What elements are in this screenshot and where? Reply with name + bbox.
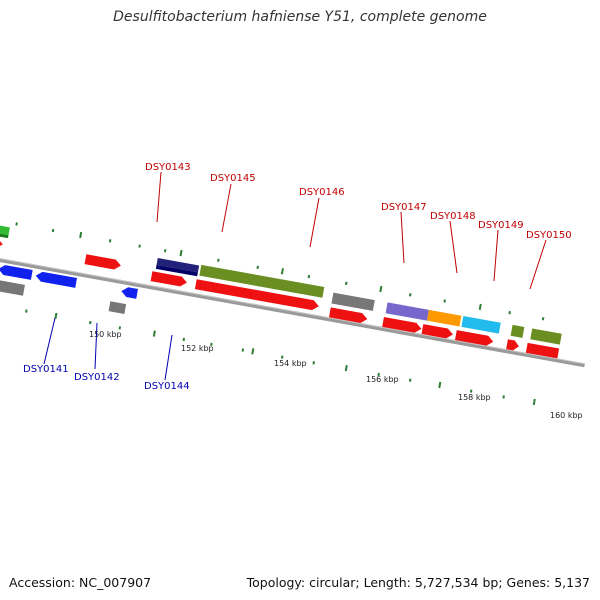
- gene-label: DSY0145: [210, 173, 256, 184]
- gene-forward: [150, 271, 187, 287]
- gene-label: DSY0143: [145, 162, 191, 173]
- gene-dsy0145-a: [156, 258, 200, 273]
- genome-backbone: [0, 248, 585, 368]
- gene-forward: [329, 307, 368, 323]
- gene-forward: [421, 324, 453, 339]
- forward-strand-row-2: [0, 217, 560, 359]
- gene-label: DSY0147: [381, 202, 427, 213]
- gene-dsy0148: [385, 302, 429, 321]
- gene-forward: [454, 330, 494, 346]
- gene-label: DSY0142: [74, 372, 120, 383]
- map-track: [0, 217, 585, 406]
- gene-label: DSY0144: [144, 381, 190, 392]
- gene-forward: [84, 254, 121, 270]
- gene-dsy0141: [0, 265, 33, 280]
- gene-label: DSY0150: [526, 230, 572, 241]
- gene-forward: [382, 316, 422, 333]
- gene-forward: [510, 324, 525, 338]
- scale-label: 160 kbp: [550, 411, 583, 420]
- gene-dsy0145-b: [155, 264, 198, 277]
- gene-forward: [530, 328, 562, 345]
- bottom-leader-lines: [43, 317, 173, 381]
- reverse-strand: [0, 265, 139, 314]
- gene-dsy0149: [426, 309, 462, 327]
- gene-reverse-gray: [0, 278, 25, 296]
- gene-dsy0142: [35, 271, 77, 288]
- gene-forward: [194, 279, 319, 311]
- gene-reverse-gray: [108, 301, 127, 314]
- gene-dsy0147: [331, 292, 375, 311]
- gene-forward-green: [0, 217, 10, 236]
- genome-backbone-highlight: [0, 248, 585, 365]
- gene-label: DSY0149: [478, 220, 524, 231]
- scale-label: 154 kbp: [274, 359, 307, 368]
- scale-label: 152 kbp: [181, 344, 214, 353]
- topology-text: Topology: circular; Length: 5,727,534 bp…: [246, 575, 590, 590]
- map-title: Desulfitobacterium hafniense Y51, comple…: [113, 9, 487, 25]
- lower-tick-row: [25, 309, 536, 406]
- gene-label: DSY0148: [430, 211, 476, 222]
- gene-label: DSY0146: [299, 187, 345, 198]
- gene-forward: [525, 342, 560, 359]
- scale-label: 150 kbp: [89, 330, 122, 339]
- upper-tick-row: [15, 222, 545, 321]
- scale-label: 156 kbp: [366, 375, 399, 384]
- forward-strand-row-1: [0, 230, 562, 345]
- gene-dsy0144: [121, 287, 139, 299]
- gene-label: DSY0141: [23, 364, 69, 375]
- gene-dsy0150: [461, 316, 501, 334]
- top-leader-lines: [156, 171, 547, 290]
- gene-dsy0146: [199, 264, 325, 298]
- gene-forward: [506, 339, 519, 351]
- scale-label: 158 kbp: [458, 393, 491, 402]
- accession-text: Accession: NC_007907: [9, 575, 152, 590]
